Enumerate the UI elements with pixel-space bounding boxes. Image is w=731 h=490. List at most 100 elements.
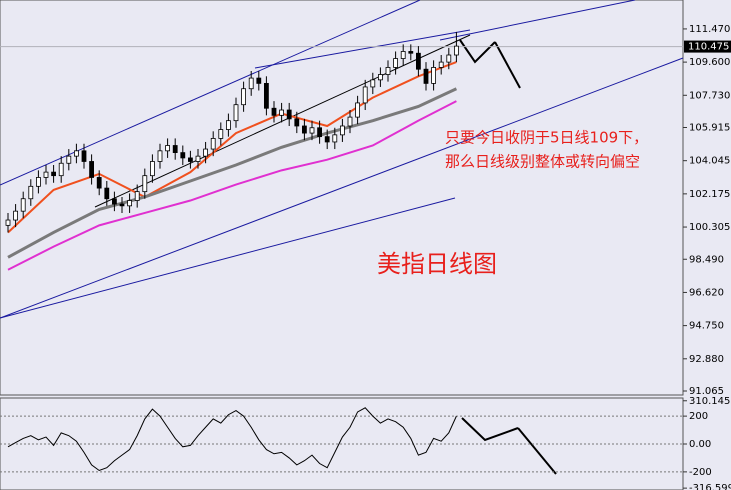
candle-body: [431, 67, 437, 84]
candle-body: [218, 129, 224, 139]
candle-body: [142, 175, 148, 193]
candle-body: [187, 157, 193, 162]
candle-body: [256, 77, 262, 84]
y-tick-label: 109.600: [689, 57, 730, 68]
candle-body: [127, 200, 132, 207]
arrow: [461, 417, 519, 442]
y-tick-label: 107.730: [689, 90, 730, 101]
candle-body: [332, 134, 338, 143]
y-tick-label: 111.470: [689, 24, 730, 35]
trend-line: [0, 197, 456, 319]
candle-body: [157, 150, 163, 162]
trend-line: [94, 34, 471, 208]
candle-body: [74, 150, 79, 157]
arrows: [459, 39, 557, 475]
candle-body: [149, 161, 155, 177]
moving-average: [7, 61, 457, 234]
candle-body: [119, 203, 125, 207]
candle-body: [104, 187, 110, 200]
y-tick-label: 105.915: [689, 122, 730, 133]
candle-body: [286, 109, 292, 120]
y-tick-label: 200: [689, 411, 708, 422]
plot: 111.470 109.600 107.730 105.915 104.045 102.1…: [0, 24, 731, 490]
trend-line: [439, 0, 636, 41]
candle-body: [324, 136, 330, 143]
candle-body: [172, 145, 178, 154]
candle-body: [385, 67, 391, 75]
candle-body: [362, 86, 368, 104]
candle-body: [20, 198, 26, 212]
last-price-box: [684, 40, 731, 53]
candle-body: [438, 61, 444, 68]
candle-body: [203, 148, 209, 157]
y-tick-label: -200: [689, 467, 712, 478]
candle-body: [28, 185, 34, 200]
candle-body: [408, 51, 414, 54]
moving-average: [7, 87, 458, 259]
candle-body: [339, 125, 345, 136]
candle-body: [96, 177, 102, 189]
price-panel: [0, 0, 684, 396]
candle-body: [423, 68, 429, 84]
trend-line: [0, 57, 684, 319]
candle-body: [165, 145, 171, 152]
candle-body: [195, 155, 201, 162]
y-tick-label: -316.5998: [689, 483, 731, 490]
candle-body: [89, 161, 94, 178]
y-tick-label: 104.045: [689, 156, 730, 167]
y-tick-label: 100.305: [689, 222, 730, 233]
candle-body: [301, 125, 307, 134]
candle-body: [58, 162, 64, 177]
oscillator-line: [7, 407, 457, 472]
candle-body: [210, 138, 216, 150]
candle-body: [294, 118, 300, 127]
trend-line: [0, 0, 421, 186]
candle-body: [263, 83, 269, 109]
candle-body: [271, 107, 277, 116]
candle-body: [377, 74, 383, 81]
candle-body: [36, 177, 41, 187]
y-tick-label: 310.145: [689, 396, 730, 407]
candle-body: [225, 120, 231, 130]
candle-body: [233, 104, 239, 122]
moving-average: [7, 100, 457, 271]
y-tick-label: 98.490: [689, 254, 724, 265]
candle-body: [393, 58, 399, 68]
candle-body: [248, 77, 254, 90]
candle-body: [309, 127, 315, 134]
last-price-label: 110.475: [688, 42, 729, 53]
candle-body: [415, 52, 421, 70]
candle-body: [355, 102, 361, 118]
candle-body: [13, 210, 19, 221]
candle-body: [43, 171, 49, 178]
chart-title: 美指日线图: [377, 250, 497, 278]
annotation: 那么日线级别整体或转向偏空: [445, 153, 640, 171]
candle-body: [279, 109, 285, 116]
annotation: 只要今日收阴于5日线109下，: [445, 129, 648, 147]
trend-line: [254, 29, 471, 69]
candle-body: [347, 116, 353, 127]
candle-body: [370, 79, 376, 88]
candle-body: [241, 88, 247, 106]
y-tick-label: 92.880: [689, 354, 724, 365]
y-tick-label: 0.00: [689, 439, 711, 450]
arrow: [517, 427, 557, 475]
y-tick-label: 102.175: [689, 189, 730, 200]
candle-body: [446, 54, 452, 63]
candle-body: [180, 152, 186, 159]
y-tick-label: 94.750: [689, 321, 724, 332]
candle-body: [317, 127, 323, 138]
y-tick-label: 91.065: [689, 386, 724, 397]
candle-body: [5, 219, 11, 226]
trend-lines: [0, 0, 684, 319]
candle-body: [400, 51, 406, 59]
arrow: [459, 39, 496, 64]
candle-body: [81, 150, 87, 162]
candle-body: [134, 191, 140, 201]
candle-body: [51, 171, 56, 177]
candle-body: [112, 198, 117, 205]
arrow: [494, 41, 521, 89]
candle-body: [453, 45, 459, 56]
